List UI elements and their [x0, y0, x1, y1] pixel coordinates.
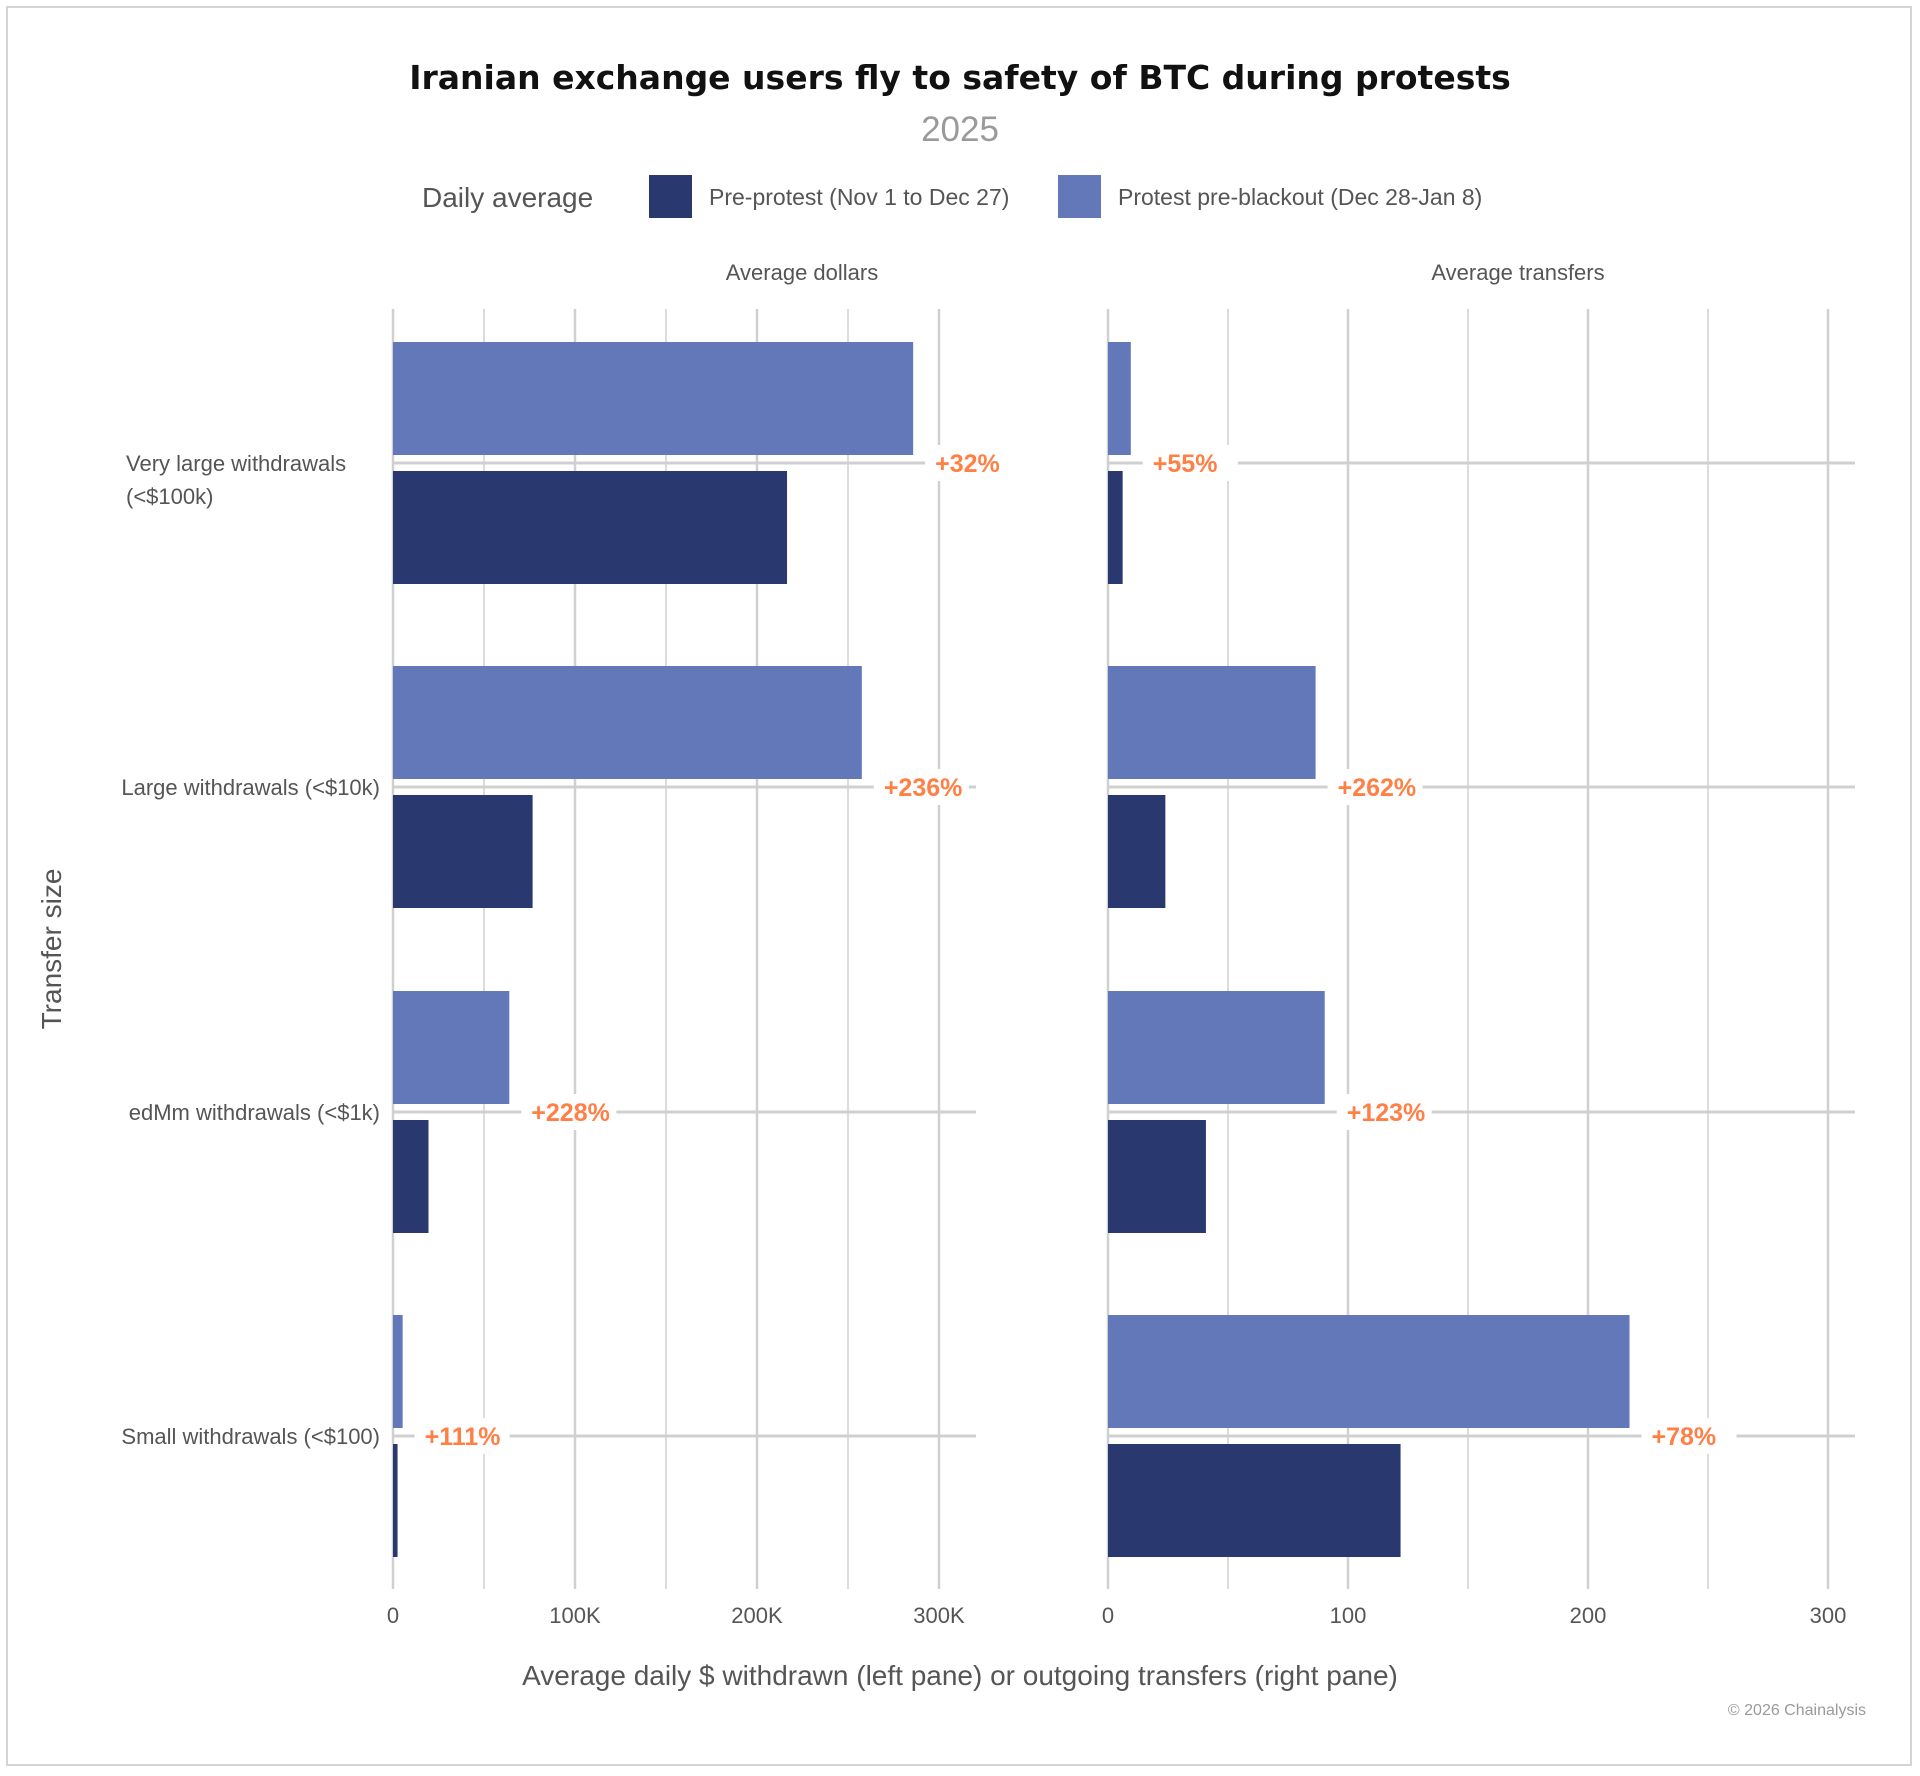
chart-frame: [6, 6, 1912, 1766]
x-tick-label-dollars: 300K: [913, 1603, 965, 1628]
x-axis-title: Average daily $ withdrawn (left pane) or…: [522, 1660, 1398, 1691]
legend-title: Daily average: [422, 182, 593, 213]
facet-title-transfers: Average transfers: [1431, 260, 1604, 285]
x-tick-label-transfers: 100: [1330, 1603, 1367, 1628]
x-tick-label-dollars: 200K: [731, 1603, 783, 1628]
annotation-background: [925, 445, 1021, 481]
annotation-background: [1327, 769, 1423, 805]
legend-label-pre-protest: Pre-protest (Nov 1 to Dec 27): [709, 184, 1009, 210]
credit: © 2026 Chainalysis: [1728, 1702, 1866, 1719]
bar-protest-transfers: [1108, 666, 1316, 779]
bar-pre-protest-transfers: [1108, 1120, 1206, 1233]
bar-protest-dollars: [393, 666, 862, 779]
bar-protest-dollars: [393, 1315, 403, 1428]
annotation-background: [873, 769, 969, 805]
x-tick-label-transfers: 0: [1102, 1603, 1114, 1628]
bar-pre-protest-transfers: [1108, 1444, 1401, 1557]
facet-title-dollars: Average dollars: [726, 260, 878, 285]
annotation-background: [521, 1094, 617, 1130]
change-annotation-transfers: +78%: [1652, 1423, 1717, 1451]
bar-protest-dollars: [393, 342, 914, 455]
bar-protest-transfers: [1108, 991, 1325, 1104]
x-tick-label-dollars: 0: [387, 1603, 399, 1628]
bar-pre-protest-transfers: [1108, 795, 1166, 908]
x-tick-label-transfers: 200: [1570, 1603, 1607, 1628]
bar-pre-protest-dollars: [393, 1444, 398, 1557]
category-label: edMm withdrawals (<$1k): [129, 1100, 380, 1125]
category-label: Small withdrawals (<$100): [121, 1424, 380, 1449]
category-label: Large withdrawals (<$10k): [121, 775, 380, 800]
change-annotation-dollars: +228%: [531, 1099, 610, 1127]
y-axis-title: Transfer size: [36, 869, 67, 1030]
bar-protest-transfers: [1108, 1315, 1630, 1428]
category-label: (<$100k): [126, 484, 213, 509]
chart-title: Iranian exchange users fly to safety of …: [409, 58, 1511, 97]
change-annotation-transfers: +123%: [1347, 1099, 1426, 1127]
bar-pre-protest-dollars: [393, 795, 533, 908]
bar-pre-protest-dollars: [393, 471, 788, 584]
legend-swatch-protest: [1058, 175, 1101, 218]
x-tick-label-dollars: 100K: [549, 1603, 601, 1628]
category-label: Very large withdrawals: [126, 451, 346, 476]
bar-pre-protest-dollars: [393, 1120, 429, 1233]
change-annotation-transfers: +55%: [1153, 450, 1218, 478]
legend-swatch-pre-protest: [649, 175, 692, 218]
legend-label-protest: Protest pre-blackout (Dec 28-Jan 8): [1118, 184, 1482, 210]
annotation-background: [414, 1418, 510, 1454]
change-annotation-dollars: +236%: [884, 774, 963, 802]
x-tick-label-transfers: 300: [1810, 1603, 1847, 1628]
annotation-background: [1142, 445, 1238, 481]
bar-protest-dollars: [393, 991, 510, 1104]
annotation-background: [1641, 1418, 1737, 1454]
change-annotation-dollars: +111%: [425, 1423, 501, 1451]
bar-protest-transfers: [1108, 342, 1131, 455]
chart-subtitle: 2025: [921, 110, 999, 149]
change-annotation-transfers: +262%: [1338, 774, 1417, 802]
annotation-background: [1336, 1094, 1432, 1130]
change-annotation-dollars: +32%: [935, 450, 1000, 478]
bar-pre-protest-transfers: [1108, 471, 1123, 584]
